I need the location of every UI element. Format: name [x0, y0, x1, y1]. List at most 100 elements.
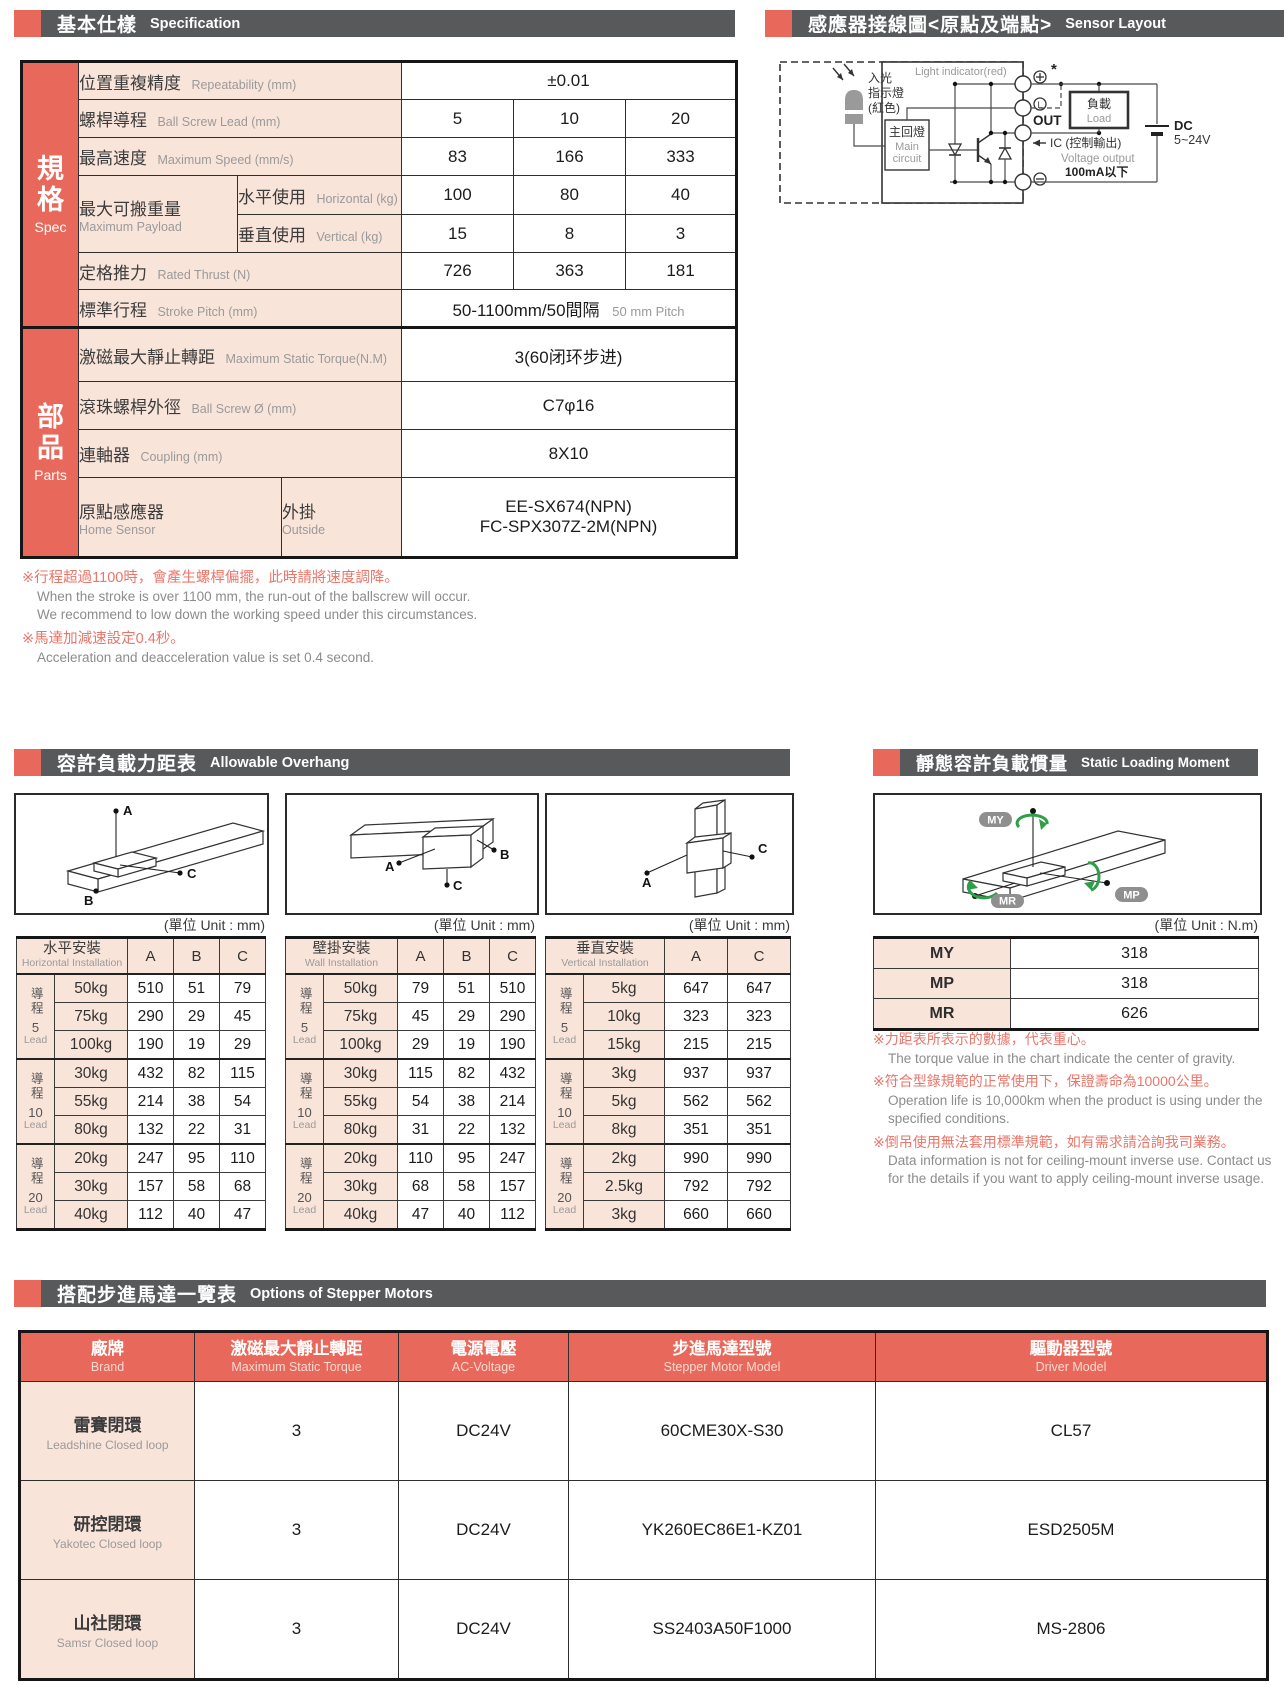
- label-zh: 最高速度: [79, 149, 147, 168]
- main-circuit-zh: 主回燈: [889, 124, 925, 139]
- lead-group-cell: 導程 10 Lead: [545, 1058, 584, 1145]
- value-cell: 58: [173, 1172, 221, 1201]
- payload-cell: 100kg: [323, 1030, 398, 1060]
- section-title-en: Options of Stepper Motors: [250, 1285, 433, 1302]
- my-rotation-arrow: [1015, 813, 1049, 829]
- value-cell: 333: [624, 137, 738, 176]
- value-cell: 31: [397, 1115, 444, 1145]
- payload-cell: 40kg: [53, 1200, 129, 1230]
- section-title-en: Specification: [150, 15, 241, 32]
- value-cell: 247: [489, 1143, 536, 1173]
- main-circuit-en2: circuit: [893, 153, 922, 165]
- value-cell: 68: [219, 1172, 267, 1201]
- vertical-installation-table: 垂直安裝 Vertical Installation A C 導程 5 Lead…: [545, 936, 791, 1231]
- table-row: 100kg 29 19 190: [286, 1030, 536, 1060]
- footnote-zh: ※符合型錄規範的正常使用下，保證壽命為10000公里。: [873, 1073, 1218, 1090]
- payload-cell: 2.5kg: [583, 1172, 665, 1201]
- column-header-a: A: [127, 937, 175, 975]
- label-en: Maximum Payload: [79, 219, 182, 234]
- asterisk: *: [1051, 61, 1057, 78]
- payload-cell: 30kg: [323, 1058, 398, 1088]
- spec-row-repeatability: 規格 Spec 位置重複精度 Repeatability (mm) ±0.01: [21, 61, 738, 328]
- footnote-en: Data information is not for ceiling-moun…: [888, 1153, 1272, 1187]
- brand-zh: 山社閉環: [73, 1613, 142, 1633]
- lead-group-cell: 導程 5 Lead: [545, 973, 584, 1060]
- lead-label-en: Lead: [552, 1203, 577, 1216]
- moment-value: 318: [1010, 937, 1259, 969]
- table-title-cell: 壁掛安裝 Wall Installation: [285, 937, 398, 975]
- table-row: 研控閉環 Yakotec Closed loop 3 DC24V YK260EC…: [19, 1480, 1268, 1580]
- label-zh: 水平使用: [238, 187, 306, 207]
- payload-cell: 30kg: [53, 1058, 129, 1088]
- header-en: Driver Model: [1035, 1359, 1107, 1374]
- value-cell: 3(60闭环步进): [400, 326, 738, 382]
- value-cell: 323: [727, 1002, 791, 1031]
- value-cell: 181: [624, 252, 738, 290]
- lead-number: 5: [560, 1019, 569, 1035]
- value-cell: 792: [727, 1172, 791, 1201]
- value-cell: 38: [443, 1087, 490, 1116]
- point-a-label: A: [385, 859, 395, 874]
- value-cell: 323: [664, 1002, 728, 1031]
- spec-row-payload-horizontal: 最大可搬重量 Maximum Payload 水平使用 Horizontal (…: [22, 175, 738, 253]
- moment-footnotes: ※力距表所表示的數據，代表重心。 The torque value in the…: [873, 1030, 1275, 1188]
- load-zh: 負載: [1087, 97, 1111, 111]
- label-en: Repeatability (mm): [191, 77, 297, 92]
- row-label: 定格推力 Rated Thrust (N): [78, 252, 402, 290]
- voltage-cell: DC24V: [398, 1579, 569, 1680]
- value-cell: 51: [443, 973, 490, 1003]
- section-header-allowable-overhang: 容許負載力距表 Allowable Overhang: [14, 749, 790, 776]
- value-cell: 990: [664, 1143, 728, 1173]
- value-cell: 510: [127, 973, 175, 1003]
- plus-terminal-icon: [1033, 70, 1047, 84]
- value-cell: 40: [443, 1200, 490, 1230]
- lead-label-zh: 導程: [557, 986, 572, 1016]
- table-row: 55kg 54 38 214: [286, 1087, 536, 1116]
- section-title-en: Sensor Layout: [1065, 15, 1166, 32]
- value-cell: 190: [489, 1030, 536, 1060]
- footnote-en: Acceleration and deacceleration value is…: [37, 650, 374, 666]
- value-cell: 110: [219, 1143, 267, 1173]
- value-cell: 79: [397, 973, 444, 1003]
- slider-front-face: [422, 834, 472, 870]
- column-header-brand: 廠牌 Brand: [19, 1331, 195, 1382]
- table-row: MP 318: [873, 968, 1259, 999]
- value-cell: 79: [219, 973, 267, 1003]
- table-title-en: Wall Installation: [304, 957, 379, 970]
- table-row: 80kg 132 22 31: [17, 1115, 267, 1145]
- value-cell: 95: [443, 1143, 490, 1173]
- lead-group-cell: 導程 10 Lead: [16, 1058, 55, 1145]
- label-zh: 激磁最大靜止轉距: [79, 347, 215, 367]
- point-c-label: C: [453, 878, 463, 893]
- value-cell: EE-SX674(NPN) FC-SPX307Z-2M(NPN): [400, 477, 738, 558]
- spec-row-thrust: 定格推力 Rated Thrust (N) 726 363 181: [22, 252, 738, 290]
- lead-number: 5: [31, 1019, 40, 1035]
- vertical-diagram-drawing: A C: [642, 798, 768, 898]
- value-cell: 45: [219, 1002, 267, 1031]
- moment-label: MR: [873, 998, 1011, 1030]
- value-cell: 351: [664, 1115, 728, 1145]
- column-header-c: C: [727, 937, 791, 975]
- value-cell: 432: [127, 1058, 175, 1088]
- row-label: 滾珠螺桿外徑 Ball Screw Ø (mm): [78, 381, 402, 430]
- value-cell: 157: [489, 1172, 536, 1201]
- payload-cell: 50kg: [53, 973, 129, 1003]
- table-row: 40kg 112 40 47: [17, 1200, 267, 1230]
- lead-label-en: Lead: [292, 1118, 317, 1131]
- point-a-label: A: [642, 875, 652, 890]
- value-cell: 83: [401, 137, 514, 176]
- payload-cell: 10kg: [583, 1002, 665, 1031]
- accent-square-icon: [873, 749, 900, 776]
- horizontal-installation-diagram: A C B: [14, 793, 269, 915]
- header-en: Brand: [90, 1359, 125, 1374]
- table-title-en: Vertical Installation: [561, 957, 649, 970]
- value-cell: 115: [219, 1058, 267, 1088]
- table-row: 75kg 45 29 290: [286, 1002, 536, 1031]
- section-title-en: Allowable Overhang: [210, 754, 350, 771]
- spec-row-ballscrew: 滾珠螺桿外徑 Ball Screw Ø (mm) C7φ16: [22, 381, 738, 430]
- slider-end-face: [470, 824, 484, 869]
- internal-wiring: [853, 81, 1015, 185]
- payload-cell: 5kg: [583, 973, 665, 1003]
- load-box: 負載 Load: [1068, 90, 1130, 130]
- value-cell: 31: [219, 1115, 267, 1145]
